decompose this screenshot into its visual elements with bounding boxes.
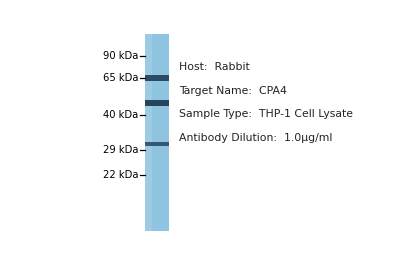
Bar (144, 142, 169, 146)
Bar (144, 34, 152, 231)
Bar (144, 100, 169, 106)
Text: Target Name:  CPA4: Target Name: CPA4 (179, 86, 286, 96)
Text: 29 kDa: 29 kDa (103, 145, 138, 155)
Bar (144, 75, 169, 81)
Text: Host:  Rabbit: Host: Rabbit (179, 62, 250, 72)
Text: Sample Type:  THP-1 Cell Lysate: Sample Type: THP-1 Cell Lysate (179, 109, 353, 119)
Text: Antibody Dilution:  1.0µg/ml: Antibody Dilution: 1.0µg/ml (179, 133, 332, 143)
Text: 40 kDa: 40 kDa (103, 110, 138, 120)
Text: 65 kDa: 65 kDa (103, 73, 138, 83)
Bar (144, 34, 169, 231)
Text: 22 kDa: 22 kDa (103, 170, 138, 180)
Text: 90 kDa: 90 kDa (103, 51, 138, 61)
